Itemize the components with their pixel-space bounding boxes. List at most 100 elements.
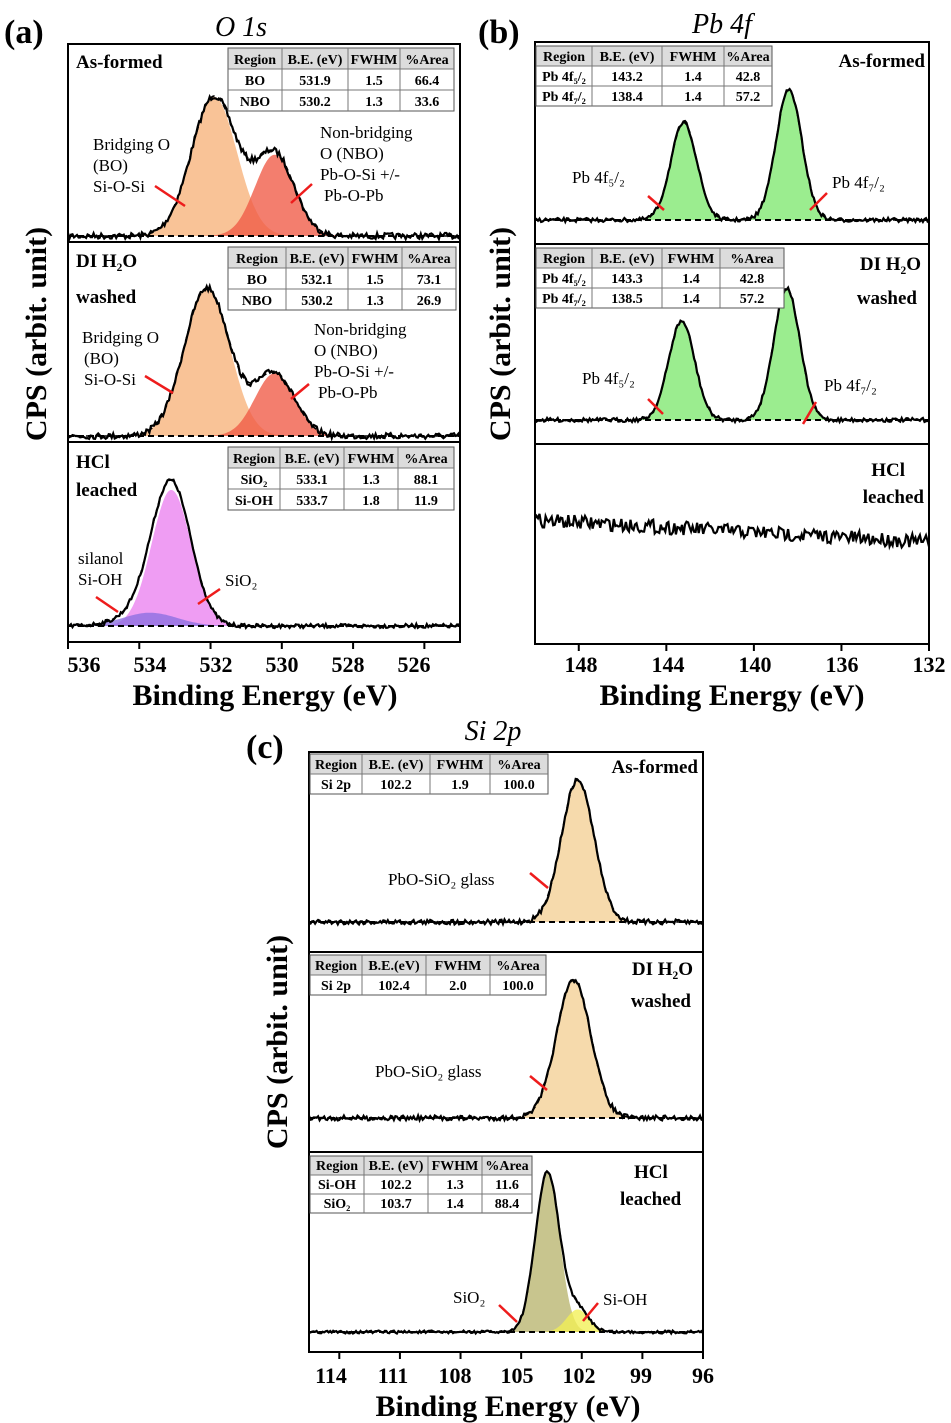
sioh-marker [582,1302,599,1322]
spectrum-plot-area [307,978,704,1124]
sample-label: washed [76,287,137,308]
table-header-cell: B.E.(eV) [368,959,420,974]
table-cell: 1.5 [366,273,384,288]
table-header-cell: Region [315,758,357,773]
table-header-cell: %Area [730,252,773,267]
nbo-annotation-line: O (NBO) [314,341,378,360]
table-header-cell: %Area [497,758,540,773]
fit-component-si-oh [68,612,460,626]
sample-label: leached [863,487,925,508]
sample-label: As-formed [611,757,698,778]
table-header-cell: %Area [405,53,448,68]
sioh-annotation-line: Si-OH [78,570,122,589]
panel-c: (c) Si 2p CPS (arbit. unit) Binding Ener… [246,716,714,1423]
panel-c-x-tick-labels: 114 111 108 105 102 99 96 [315,1363,714,1388]
table-cell: Pb 4f₇/₂ [542,90,586,105]
measured-spectrum-line [534,512,931,551]
table-cell: BO [245,74,265,89]
table-cell: SiO₂ [241,473,268,488]
fit-parameter-table: Region BO NBO B.E. (eV) 532.1 530.2 FWHM 1.5 1.3… [227,246,457,311]
table-cell: 1.3 [365,95,383,110]
table-cell: NBO [240,95,270,110]
table-cell: 26.9 [417,294,442,309]
panel-b-hcl-leached-subplot: HCl leached [534,443,931,651]
table-cell: 1.4 [446,1197,464,1212]
pb4f52-marker [647,195,665,211]
pb4f52-annotation: Pb 4f₅/₂ [582,369,635,388]
table-cell: 1.4 [682,292,700,307]
glass-marker [529,872,549,889]
table-header-cell: %Area [407,252,450,267]
measured-spectrum-line [67,282,462,442]
panel-b-letter: (b) [478,14,520,51]
table-cell: 1.4 [684,70,702,85]
table-header-cell: FWHM [351,53,398,68]
sample-label: washed [631,991,692,1012]
glass-annotation: PbO-SiO₂ glass [388,870,495,889]
table-cell: 11.9 [414,494,438,509]
sample-label: HCl [871,460,905,481]
table-cell: Si 2p [321,778,351,793]
nbo-annotation-line: Pb-O-Pb [318,383,378,402]
annotation-pointer [498,1304,518,1323]
fit-component-si-2p [309,780,703,922]
table-header-cell: Region [236,252,278,267]
panel-a-x-tick-label: 534 [134,652,167,677]
table-header-cell: B.E. (eV) [369,1159,424,1174]
bo-annotation-line: Bridging O [82,328,159,347]
panel-c-x-tick-label: 114 [315,1363,347,1388]
panel-b-x-tick-labels: 148 144 140 136 132 [565,652,946,677]
envelope-fit-line [309,1171,703,1333]
glass-annotation: PbO-SiO₂ glass [375,1062,482,1081]
table-cell: 1.8 [362,494,380,509]
annotation-pointer [290,183,313,204]
table-header-cell: Region [234,53,276,68]
pb4f72-annotation: Pb 4f₇/₂ [832,173,885,192]
table-header-cell: B.E. (eV) [600,252,655,267]
panel-c-x-tick-label: 108 [439,1363,472,1388]
annotation-pointer [95,595,119,614]
bo-annotation-line: (BO) [84,349,119,368]
table-header-cell: FWHM [668,252,715,267]
table-header-cell: FWHM [352,252,399,267]
envelope-fit-line [68,95,460,237]
nbo-annotation-line: Non-bridging [320,123,413,142]
envelope-fit-line [67,479,460,627]
table-cell: 531.9 [299,74,331,89]
sample-label: leached [620,1189,682,1210]
sample-label: As-formed [76,52,163,73]
table-cell: SiO₂ [324,1197,351,1212]
annotation-pointer [647,195,665,211]
table-header-cell: Region [315,959,357,974]
pb4f72-marker [809,192,828,211]
panel-b-title: Pb 4f [691,9,755,40]
panel-a-title: O 1s [215,12,267,43]
nbo-marker [290,183,313,204]
spectrum-plot-area [534,285,930,425]
pb4f52-marker [647,398,664,415]
table-cell: 73.1 [417,273,442,288]
table-cell: 1.3 [366,294,384,309]
spectrum-plot-area [66,93,461,243]
table-cell: 102.4 [378,979,410,994]
annotation-pointer [290,383,310,400]
annotation-pointer [197,587,221,606]
bo-annotation-line: Si-O-Si [93,177,145,196]
panel-a-y-axis-label: CPS (arbit. unit) [20,227,53,441]
bo-marker [154,184,186,208]
panel-b-as-formed-subplot: As-formed Pb 4f₅/₂ Pb 4f₇/₂ Region Pb 4f₅… [534,41,930,245]
table-cell: Pb 4f₇/₂ [542,292,586,307]
panel-c-title: Si 2p [465,716,522,747]
table-header-cell: %Area [404,452,447,467]
sample-label: DI H₂O [76,251,137,272]
panel-c-x-tick-label: 105 [501,1363,534,1388]
measured-spectrum-line [534,87,930,225]
table-header-cell: Region [543,252,585,267]
panel-a-as-formed-subplot: As-formed Bridging O (BO) Si-O-Si Non-br… [66,43,461,243]
panel-a: (a) O 1s CPS (arbit. unit) Binding Energ… [4,12,462,712]
table-header-cell: FWHM [432,1159,479,1174]
panel-a-x-axis-label: Binding Energy (eV) [132,679,397,712]
annotation-pointer [809,192,828,211]
table-cell: 102.2 [380,1178,412,1193]
